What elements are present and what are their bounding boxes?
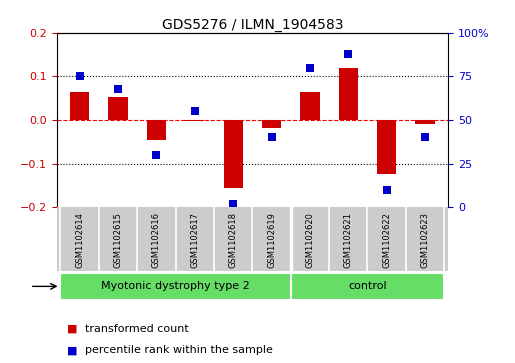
- Bar: [70, 91, 89, 120]
- Point: [152, 152, 161, 158]
- Text: GSM1102615: GSM1102615: [113, 212, 123, 268]
- Bar: [377, 120, 396, 175]
- Bar: [339, 68, 358, 120]
- Bar: [224, 120, 243, 188]
- Text: Myotonic dystrophy type 2: Myotonic dystrophy type 2: [101, 281, 250, 291]
- Point: [76, 73, 84, 79]
- Bar: [262, 120, 281, 128]
- Text: GSM1102619: GSM1102619: [267, 212, 276, 268]
- Bar: [109, 97, 128, 120]
- Text: GSM1102616: GSM1102616: [152, 212, 161, 268]
- Bar: [185, 120, 204, 121]
- Text: GSM1102618: GSM1102618: [229, 212, 237, 268]
- Text: control: control: [348, 281, 387, 291]
- Text: transformed count: transformed count: [85, 323, 188, 334]
- Point: [421, 134, 429, 140]
- Bar: [60, 273, 291, 300]
- Text: GSM1102617: GSM1102617: [190, 212, 199, 268]
- Bar: [300, 91, 319, 120]
- Point: [267, 134, 276, 140]
- Text: percentile rank within the sample: percentile rank within the sample: [85, 345, 273, 355]
- Point: [114, 86, 122, 91]
- Point: [229, 201, 237, 207]
- Point: [306, 65, 314, 70]
- Text: ■: ■: [67, 345, 77, 355]
- Point: [383, 187, 391, 193]
- Text: GSM1102623: GSM1102623: [421, 212, 430, 268]
- Title: GDS5276 / ILMN_1904583: GDS5276 / ILMN_1904583: [162, 18, 343, 32]
- Bar: [291, 273, 444, 300]
- Text: GSM1102621: GSM1102621: [344, 212, 353, 268]
- Text: GSM1102614: GSM1102614: [75, 212, 84, 268]
- Text: GSM1102620: GSM1102620: [305, 212, 315, 268]
- Text: GSM1102622: GSM1102622: [382, 212, 391, 268]
- Point: [191, 108, 199, 114]
- Point: [344, 51, 352, 57]
- Text: ■: ■: [67, 323, 77, 334]
- Bar: [416, 120, 435, 124]
- Bar: [147, 120, 166, 139]
